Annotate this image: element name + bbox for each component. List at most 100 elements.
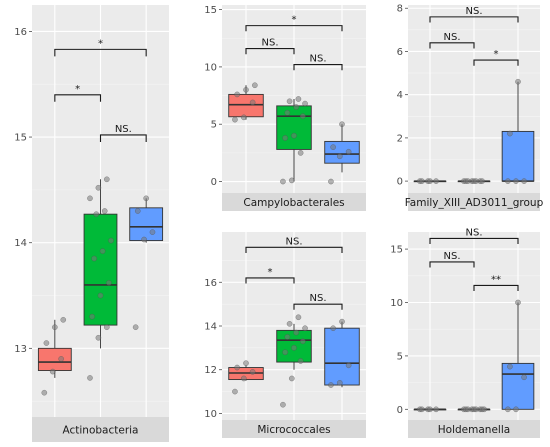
data-point	[345, 148, 352, 155]
data-point	[286, 98, 293, 105]
data-point	[87, 195, 93, 202]
facet-strip	[32, 417, 169, 442]
bracket-line	[293, 64, 343, 71]
y-tick-label: 0	[397, 177, 403, 188]
data-point	[507, 363, 513, 370]
box-group-1	[228, 360, 264, 395]
box	[276, 105, 312, 150]
data-point	[419, 406, 425, 413]
data-point	[345, 362, 352, 369]
data-point	[91, 255, 98, 262]
significance-bracket: NS.	[99, 124, 147, 142]
data-point	[521, 374, 527, 381]
facet-strip	[408, 420, 540, 438]
bracket-line	[245, 246, 343, 253]
data-point	[427, 178, 433, 184]
y-tick-label: 15	[204, 5, 217, 16]
bracket-line	[245, 277, 295, 284]
data-point	[291, 132, 297, 139]
data-point	[251, 82, 258, 89]
box-group-1	[413, 406, 447, 413]
significance-label: NS.	[261, 38, 278, 49]
data-point	[427, 406, 433, 413]
data-point	[339, 318, 345, 325]
data-point	[328, 178, 334, 185]
facet-title: Family_XIII_AD3011_group	[405, 197, 544, 209]
y-tick-label: 6	[397, 47, 403, 58]
data-point	[295, 96, 302, 102]
box-group-2	[276, 314, 312, 408]
data-point	[465, 178, 471, 184]
bracket-line	[473, 59, 519, 66]
data-point	[515, 299, 521, 306]
box	[501, 130, 535, 182]
y-tick-label: 12	[204, 365, 217, 376]
y-tick-label: 2	[397, 133, 403, 144]
data-point	[284, 334, 291, 340]
data-point	[419, 178, 425, 184]
data-point	[60, 316, 67, 323]
data-point	[288, 375, 295, 382]
significance-label: *	[75, 84, 80, 95]
y-tick-label: 14	[204, 322, 217, 333]
data-point	[95, 334, 102, 341]
data-point	[473, 406, 479, 413]
panel-3: 0 2 4 6 8 NS. * NS. Family_XIII_AD3011_group	[397, 4, 544, 211]
data-point	[515, 78, 521, 85]
data-point	[134, 208, 141, 214]
significance-label: **	[491, 274, 501, 285]
data-point	[232, 388, 238, 395]
significance-bracket: NS.	[245, 38, 295, 55]
data-point	[330, 144, 337, 150]
bracket-line	[245, 25, 343, 32]
bracket-line	[99, 134, 147, 142]
data-point	[249, 369, 256, 375]
box	[83, 213, 118, 326]
significance-bracket: *	[245, 15, 343, 32]
data-point	[97, 292, 104, 299]
data-point	[479, 178, 485, 184]
data-point	[295, 314, 302, 321]
significance-label: NS.	[443, 32, 460, 43]
box	[37, 347, 72, 371]
data-point	[108, 237, 114, 244]
significance-label: *	[98, 38, 103, 49]
data-point	[232, 116, 238, 123]
facet-title: Campylobacterales	[243, 197, 344, 209]
significance-bracket: NS.	[293, 54, 343, 71]
data-point	[328, 382, 334, 388]
data-point	[87, 375, 93, 381]
data-point	[141, 236, 147, 243]
bracket-line	[429, 237, 519, 245]
data-point	[280, 178, 286, 185]
box-group-2	[83, 176, 118, 381]
significance-bracket: NS.	[293, 293, 343, 310]
data-point	[473, 178, 479, 184]
box	[324, 140, 360, 164]
y-tick-label: 4	[397, 90, 403, 101]
significance-label: NS.	[309, 54, 326, 65]
data-point	[507, 130, 513, 137]
data-point	[143, 195, 150, 202]
y-tick-label: 15	[390, 245, 403, 256]
box-group-3	[501, 299, 535, 413]
significance-bracket: NS.	[429, 251, 475, 268]
data-point	[286, 320, 293, 327]
data-point	[243, 86, 249, 93]
significance-bracket: *	[245, 267, 295, 284]
data-point	[465, 406, 471, 413]
y-tick-label: 10	[390, 298, 403, 309]
data-point	[505, 406, 511, 413]
box-group-1	[228, 82, 264, 123]
data-point	[513, 406, 519, 413]
panel-4: 10 12 14 16 * NS. NS. Micrococcales	[204, 232, 366, 438]
y-tick-label: 0	[211, 177, 217, 188]
y-tick-label: 10	[204, 409, 217, 420]
data-point	[51, 324, 58, 331]
data-point	[299, 113, 306, 120]
data-point	[49, 368, 56, 375]
significance-bracket: *	[54, 38, 147, 57]
box	[129, 207, 164, 242]
y-tick-label: 15	[14, 133, 27, 144]
box	[501, 362, 535, 410]
